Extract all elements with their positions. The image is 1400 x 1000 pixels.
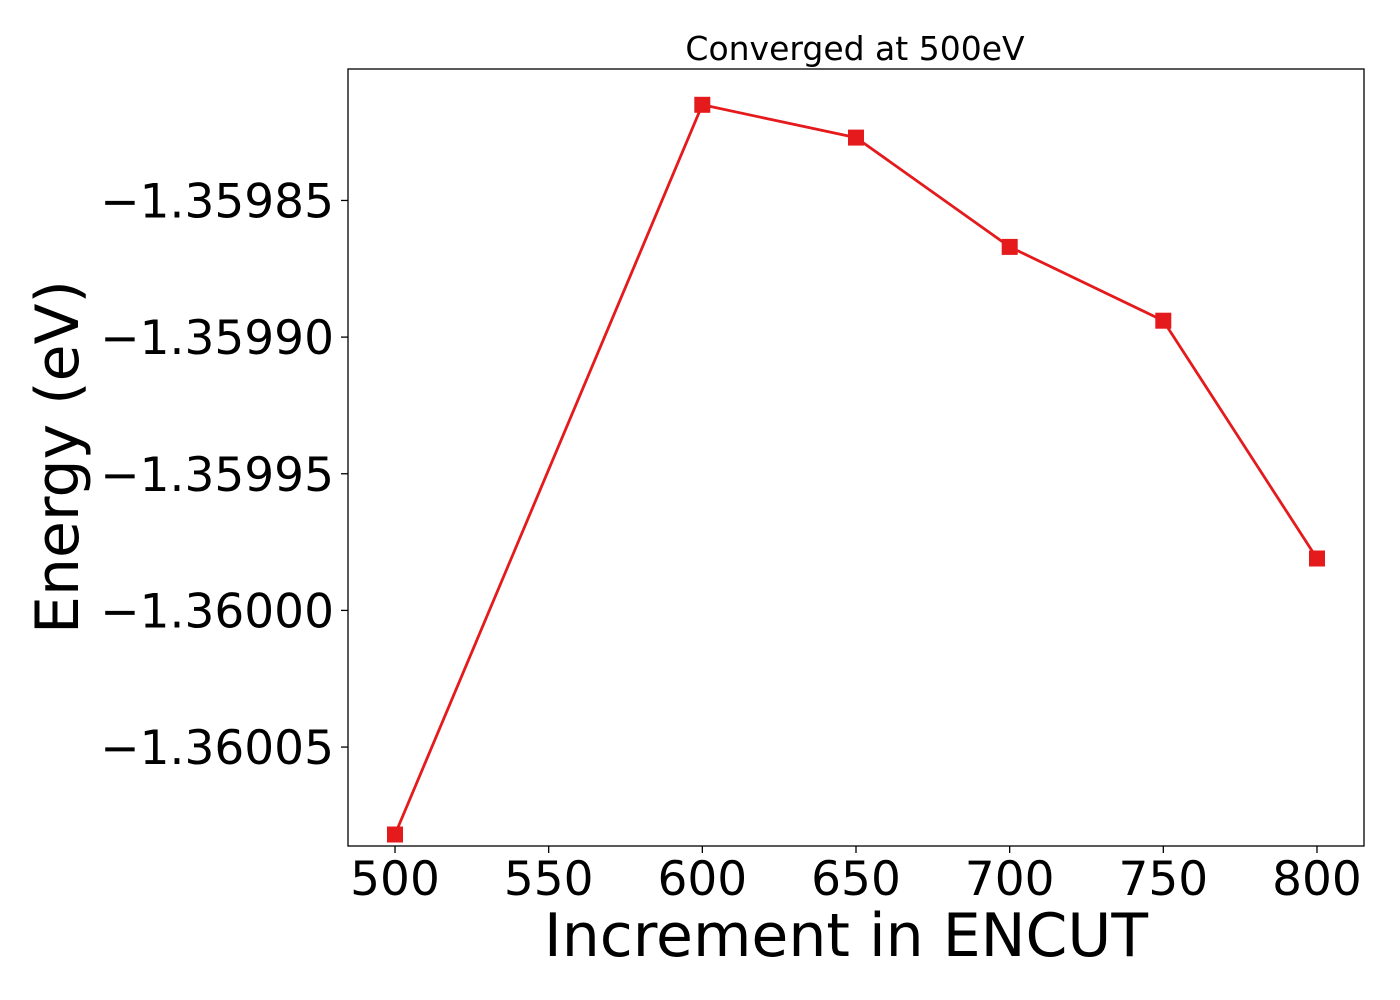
x-tick-label: 600 [657,852,747,907]
x-tick-label: 550 [504,852,594,907]
x-axis-label: Increment in ENCUT [544,901,1148,971]
data-point [387,826,403,843]
x-tick-label: 650 [811,852,901,907]
y-axis-label: Energy (eV) [23,280,93,634]
x-axis: 500 550 600 650 700 750 800 [350,846,1362,907]
y-tick-label: −1.35990 [100,311,334,366]
data-point [1155,312,1172,329]
x-tick-label: 800 [1272,852,1362,907]
data-point [1001,238,1018,255]
y-tick-label: −1.36000 [100,584,334,639]
data-point [1309,550,1325,567]
x-tick-label: 700 [965,852,1055,907]
x-tick-label: 500 [350,852,440,907]
y-axis: −1.35985 −1.35990 −1.35995 −1.36000 −1.36005 [100,174,348,776]
plot-area [347,68,1365,847]
data-point [694,96,711,113]
y-tick-label: −1.35995 [100,448,334,503]
x-tick-label: 750 [1118,852,1208,907]
y-tick-label: −1.36005 [100,721,334,776]
series-line [393,103,1319,836]
y-tick-label: −1.35985 [100,174,334,229]
chart-title: Converged at 500eV [685,29,1025,68]
series-layer [387,96,1325,843]
data-point [848,129,864,146]
